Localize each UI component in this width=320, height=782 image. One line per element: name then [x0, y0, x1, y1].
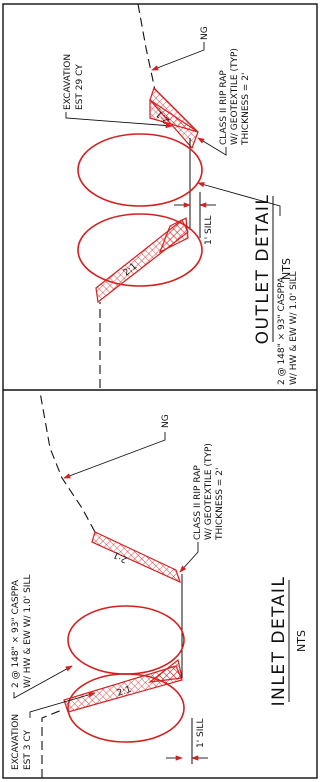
riprap	[147, 658, 183, 683]
leader	[197, 182, 281, 216]
note: W/ HW & EW W/ 1.0' SILL	[23, 575, 33, 688]
leader	[29, 692, 96, 718]
note: 2 @ 148" × 93" CASPPA	[277, 276, 287, 385]
leader	[63, 432, 166, 479]
note: W/ GEOTEXTILE (TYP)	[204, 443, 214, 540]
note: THICKNESS = 2'	[215, 468, 225, 541]
note: EST 3 CY	[23, 730, 33, 770]
note: EXCAVATION	[11, 714, 21, 770]
riprap	[158, 217, 189, 254]
pipe	[77, 133, 203, 207]
note: EST 29 CY	[75, 64, 85, 110]
ground-line	[137, 3, 156, 91]
note: CLASS II RIP RAP	[193, 465, 203, 540]
pipe	[77, 213, 203, 287]
leader	[151, 42, 205, 71]
ground-line	[39, 391, 96, 533]
ground-line	[41, 709, 63, 778]
slope-label: 2:1	[116, 685, 133, 699]
sheet-border	[2, 3, 318, 779]
riprap	[149, 98, 199, 133]
leader	[65, 112, 173, 129]
outlet-detail: EXCAVATION EST 29 CY 2 @ 148" × 93" CASP…	[63, 3, 299, 388]
scale-note: NTS	[295, 630, 308, 652]
scale-note: NTS	[280, 258, 293, 280]
note: THICKNESS = 2'	[241, 73, 251, 146]
note: NG	[161, 414, 171, 428]
note: W/ GEOTEXTILE (TYP)	[230, 48, 240, 145]
note: CLASS II RIP RAP	[219, 70, 229, 145]
note: 1' SILL	[204, 216, 214, 245]
detail-title: OUTLET DETAIL	[253, 194, 273, 345]
note: 1' SILL	[196, 719, 206, 748]
pipe	[67, 605, 185, 675]
leader	[179, 542, 199, 573]
leader	[13, 665, 73, 699]
note: NG	[200, 26, 210, 40]
note: EXCAVATION	[63, 54, 73, 110]
note: W/ HW & EW W/ 1.0' SILL	[289, 272, 299, 385]
inlet-detail: EXCAVATION EST 3 CY 2 @ 148" × 93" CASPP…	[11, 391, 308, 778]
note: 2 @ 148" × 93" CASPPA	[11, 579, 21, 688]
riprap	[91, 531, 182, 584]
detail-title: INLET DETAIL	[269, 576, 289, 707]
leader	[197, 137, 227, 156]
